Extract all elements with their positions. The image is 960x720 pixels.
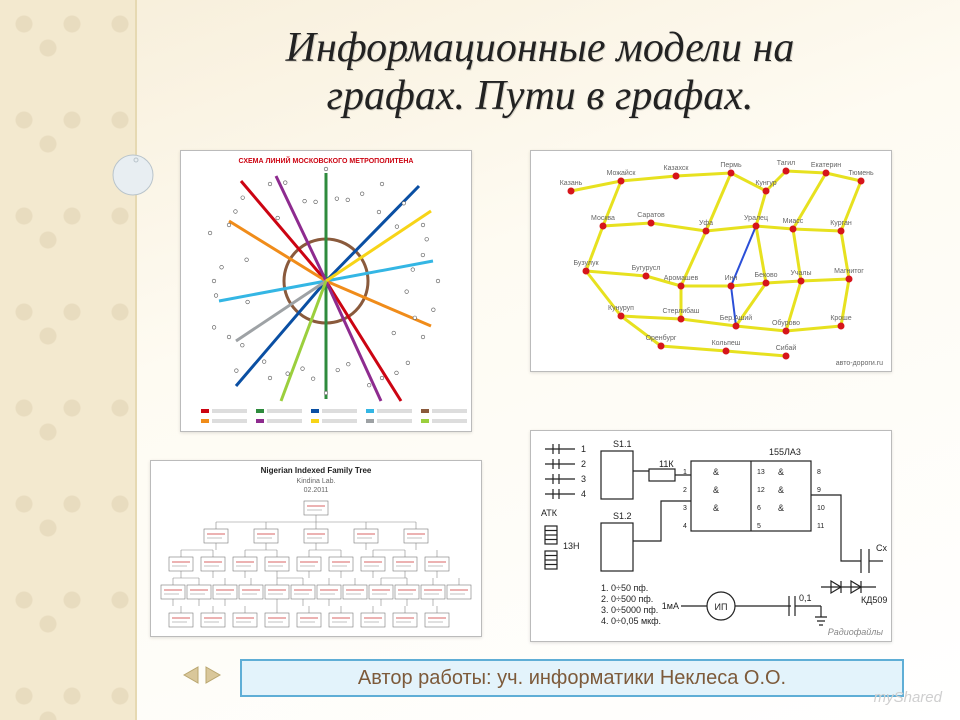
tree-date: 02.2011 — [304, 487, 329, 494]
metro-map-panel: СХЕМА ЛИНИЙ МОСКОВСКОГО МЕТРОПОЛИТЕНА — [180, 150, 472, 432]
watermark: myShared — [874, 689, 942, 706]
svg-text:&: & — [778, 503, 784, 513]
svg-text:13Н: 13Н — [563, 541, 580, 551]
tree-panel: Nigerian Indexed Family Tree Kindina Lab… — [150, 460, 482, 637]
svg-text:Бугурусл: Бугурусл — [632, 265, 661, 272]
svg-text:11: 11 — [817, 523, 824, 530]
svg-text:Магнитог: Магнитог — [834, 268, 864, 275]
svg-text:&: & — [713, 503, 719, 513]
svg-text:4. 0÷0,05 мкф.: 4. 0÷0,05 мкф. — [601, 616, 661, 626]
bead-ornament — [108, 150, 158, 200]
damask-band — [0, 0, 137, 720]
title-line-2: графах. Пути в графах. — [327, 73, 754, 119]
road-svg: Казань Можайск Казахск Пермь Кунгур Тагил Екат… — [531, 151, 891, 371]
svg-text:Москва: Москва — [591, 215, 615, 222]
svg-text:Саратов: Саратов — [637, 212, 665, 219]
svg-text:Аромашев: Аромашев — [664, 275, 699, 282]
svg-text:3: 3 — [581, 474, 586, 484]
author-footer: Автор работы: уч. информатики Неклеса О.… — [240, 659, 904, 697]
svg-text:3. 0÷5000 пф.: 3. 0÷5000 пф. — [601, 605, 658, 615]
svg-text:5: 5 — [757, 523, 761, 530]
svg-text:Учалы: Учалы — [790, 270, 811, 277]
svg-text:Стерлибаш: Стерлибаш — [662, 307, 699, 315]
svg-text:&: & — [778, 485, 784, 495]
svg-text:2: 2 — [683, 487, 687, 494]
svg-text:Тюмень: Тюмень — [848, 170, 874, 177]
title-line-1: Информационные модели на — [286, 25, 795, 71]
svg-text:10: 10 — [817, 505, 825, 512]
svg-text:6: 6 — [757, 505, 761, 512]
svg-text:&: & — [713, 485, 719, 495]
svg-text:Бузулук: Бузулук — [573, 260, 599, 267]
svg-text:Кунуруп: Кунуруп — [608, 305, 634, 312]
metro-svg: СХЕМА ЛИНИЙ МОСКОВСКОГО МЕТРОПОЛИТЕНА — [181, 151, 471, 431]
svg-text:Инн: Инн — [725, 275, 738, 282]
svg-text:1мА: 1мА — [662, 601, 679, 611]
svg-text:Пермь: Пермь — [720, 162, 742, 169]
svg-text:8: 8 — [817, 469, 821, 476]
svg-text:&: & — [713, 467, 719, 477]
road-watermark: авто-дороги.ru — [836, 360, 883, 367]
road-graph-panel: Казань Можайск Казахск Пермь Кунгур Тагил Екат… — [530, 150, 892, 372]
svg-text:0,1: 0,1 — [799, 593, 812, 603]
svg-text:3: 3 — [683, 505, 687, 512]
svg-text:Курган: Курган — [830, 220, 852, 227]
svg-text:Кольпеш: Кольпеш — [712, 340, 741, 347]
svg-text:Казахск: Казахск — [664, 165, 690, 172]
svg-text:КД509: КД509 — [861, 595, 887, 605]
tree-sub: Kindina Lab. — [297, 478, 336, 485]
svg-text:Беково: Беково — [754, 272, 777, 279]
tree-svg: Nigerian Indexed Family Tree Kindina Lab… — [151, 461, 481, 636]
svg-text:Сибай: Сибай — [776, 344, 797, 352]
svg-text:&: & — [778, 467, 784, 477]
svg-text:ИП: ИП — [715, 602, 728, 612]
svg-text:Кунгур: Кунгур — [755, 180, 776, 187]
svg-text:Казань: Казань — [560, 180, 583, 187]
footer-text: Автор работы: уч. информатики Неклеса О.… — [358, 667, 786, 690]
svg-text:155ЛА3: 155ЛА3 — [769, 447, 801, 457]
svg-text:S1.2: S1.2 — [613, 511, 632, 521]
slide-title: Информационные модели на графах. Пути в … — [150, 24, 930, 121]
svg-text:12: 12 — [757, 487, 765, 494]
svg-text:Можайск: Можайск — [607, 169, 637, 177]
svg-text:1: 1 — [581, 444, 586, 454]
tree-title: Nigerian Indexed Family Tree — [261, 466, 372, 475]
svg-text:Тагил: Тагил — [777, 160, 795, 167]
slide: Информационные модели на графах. Пути в … — [0, 0, 960, 720]
svg-text:Оренбург: Оренбург — [646, 334, 677, 342]
svg-text:1: 1 — [683, 469, 687, 476]
svg-text:Уралец: Уралец — [744, 215, 768, 222]
svg-text:Миасс: Миасс — [783, 218, 804, 225]
svg-text:Екатерин: Екатерин — [811, 162, 841, 169]
nav-arrows[interactable] — [180, 657, 228, 698]
svg-text:4: 4 — [581, 489, 586, 499]
svg-text:13: 13 — [757, 469, 765, 476]
svg-text:Радиофайлы: Радиофайлы — [828, 627, 884, 637]
svg-text:2. 0÷500 пф.: 2. 0÷500 пф. — [601, 594, 653, 604]
svg-text:2: 2 — [581, 459, 586, 469]
svg-text:Бер.Аший: Бер.Аший — [720, 314, 753, 322]
svg-text:АТК: АТК — [541, 508, 558, 518]
metro-header: СХЕМА ЛИНИЙ МОСКОВСКОГО МЕТРОПОЛИТЕНА — [239, 156, 414, 165]
svg-text:S1.1: S1.1 — [613, 439, 632, 449]
circuit-svg: 1234&&&&&&1234568910111213АТКS1.1S1.211К… — [531, 431, 891, 641]
svg-text:11К: 11К — [659, 459, 674, 469]
svg-text:1. 0÷50 пф.: 1. 0÷50 пф. — [601, 583, 648, 593]
svg-text:Сх: Сх — [876, 543, 887, 553]
svg-text:Кроше: Кроше — [830, 315, 851, 322]
svg-text:4: 4 — [683, 523, 687, 530]
svg-text:Обурово: Обурово — [772, 319, 800, 327]
circuit-panel: 1234&&&&&&1234568910111213АТКS1.1S1.211К… — [530, 430, 892, 642]
svg-text:Уфа: Уфа — [699, 220, 713, 227]
svg-text:9: 9 — [817, 487, 821, 494]
